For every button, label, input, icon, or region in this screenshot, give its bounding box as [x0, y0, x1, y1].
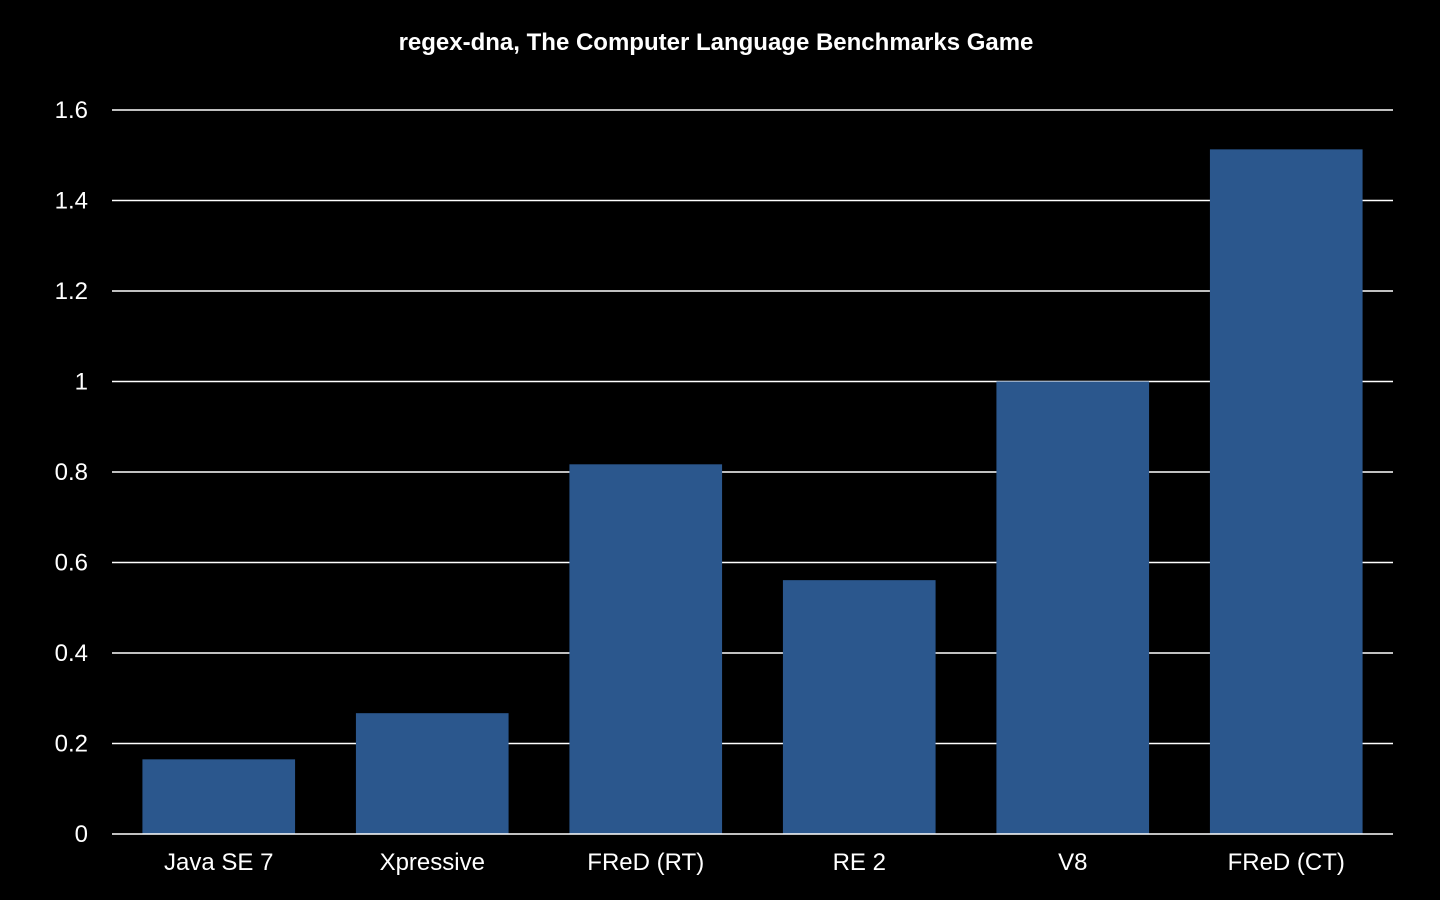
- x-category-label: Xpressive: [380, 849, 485, 876]
- y-tick-label: 1: [75, 369, 88, 396]
- y-tick-label: 0.8: [55, 459, 88, 486]
- x-category-label: FReD (CT): [1228, 849, 1345, 876]
- y-tick-label: 0: [75, 821, 88, 848]
- bar: [355, 713, 509, 834]
- x-axis-category-labels: Java SE 7 Xpressive FReD (RT) RE 2 V8 FReD (C…: [164, 849, 1345, 876]
- bars: [142, 149, 1363, 834]
- bar: [1209, 149, 1363, 834]
- x-category-label: FReD (RT): [587, 849, 704, 876]
- bar: [996, 381, 1150, 834]
- bar: [569, 464, 723, 834]
- y-tick-label: 1.4: [55, 188, 88, 215]
- y-tick-label: 0.2: [55, 731, 88, 758]
- x-category-label: RE 2: [833, 849, 886, 876]
- bar: [782, 580, 936, 834]
- y-tick-label: 1.6: [55, 97, 88, 124]
- y-tick-label: 1.2: [55, 278, 88, 305]
- chart-title: regex-dna, The Computer Language Benchma…: [399, 29, 1034, 56]
- bar: [142, 759, 296, 834]
- y-tick-label: 0.6: [55, 550, 88, 577]
- y-tick-label: 0.4: [55, 640, 88, 667]
- x-category-label: V8: [1058, 849, 1087, 876]
- gridlines: [112, 109, 1393, 745]
- x-category-label: Java SE 7: [164, 849, 273, 876]
- y-axis-tick-labels: 0 0.2 0.4 0.6 0.8 1 1.2 1.4 1.6: [55, 97, 88, 848]
